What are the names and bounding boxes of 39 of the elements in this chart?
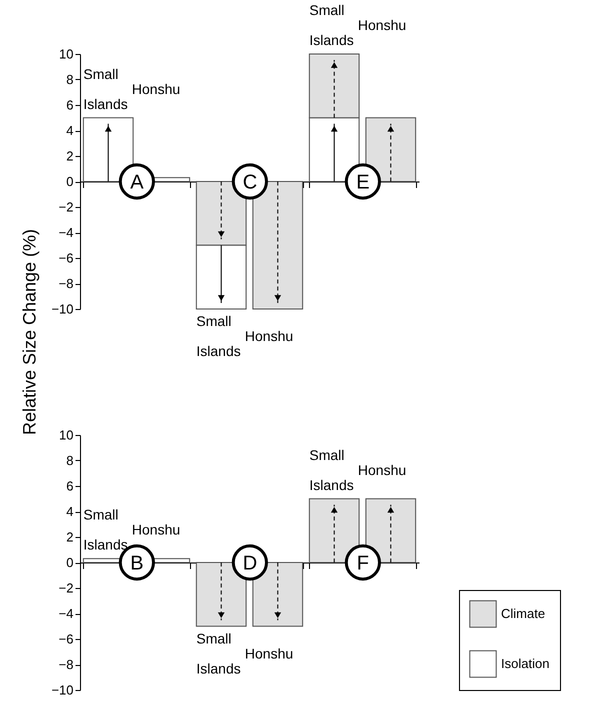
y-tick-label: 4 [66,504,74,519]
category-label: Honshu [358,462,406,478]
y-tick-label: 2 [66,530,74,544]
y-tick-label: 0 [66,555,74,570]
y-tick-label: 8 [66,453,74,468]
annotation: C [242,172,258,194]
y-tick-label: 10 [59,428,74,442]
y-tick-label: 4 [66,123,74,138]
y-tick-label: 8 [66,72,74,87]
y-tick-label: −8 [58,276,74,291]
y-axis-title: Relative Size Change (%) [19,228,40,436]
y-tick-label: −8 [58,657,74,672]
category-label: Honshu [244,645,294,662]
y-tick-label: −4 [58,606,74,621]
y-tick-label: −10 [51,302,74,316]
annotation: B [130,552,144,574]
category-label: Small Islands [196,313,241,359]
y-tick-label: 6 [66,98,74,112]
annotation: D [242,552,258,574]
annotation: E [356,172,370,194]
y-tick-label: −2 [58,200,74,214]
y-tick-label: −6 [58,632,74,646]
y-tick-label: 2 [66,148,74,164]
y-tick-label: −10 [51,682,74,698]
category-label: Small Islands [309,2,354,48]
y-tick-label: 0 [66,174,74,189]
annotation: A [130,172,144,194]
legend-label: Isolation [501,656,550,671]
category-label: Honshu [358,17,406,33]
y-tick-label: −6 [58,250,74,266]
y-tick-label: 10 [59,46,74,62]
annotation: F [356,552,370,574]
category-label: Small Islands [196,630,241,676]
y-tick-label: −2 [58,580,74,596]
category-label: Small Islands [309,446,354,493]
y-tick-label: 6 [66,478,74,494]
category-label: Honshu [244,328,294,344]
y-tick-label: −4 [58,225,74,240]
legend-label: Climate [501,606,546,621]
